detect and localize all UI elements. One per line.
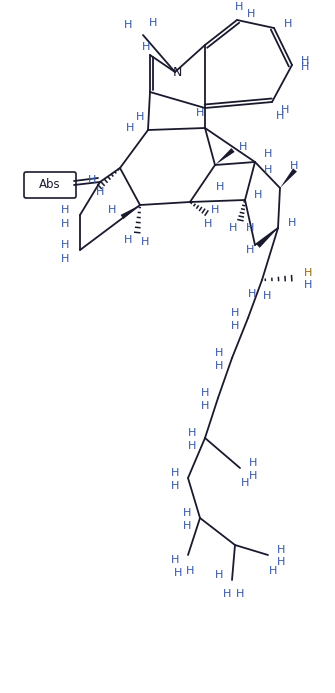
Text: H: H xyxy=(61,205,69,215)
Text: H: H xyxy=(61,254,69,264)
Text: H: H xyxy=(304,268,312,278)
Text: H: H xyxy=(188,441,196,451)
Text: H: H xyxy=(108,205,116,215)
Text: H: H xyxy=(236,589,244,599)
Text: H: H xyxy=(254,190,262,200)
Text: H: H xyxy=(281,105,289,115)
Text: H: H xyxy=(239,142,247,152)
Text: H: H xyxy=(204,219,212,229)
Text: H: H xyxy=(171,481,179,491)
Text: H: H xyxy=(264,149,272,159)
Polygon shape xyxy=(215,148,234,165)
Text: H: H xyxy=(229,223,237,233)
Text: H: H xyxy=(61,240,69,250)
Text: H: H xyxy=(216,182,224,192)
Text: H: H xyxy=(288,218,296,228)
Text: H: H xyxy=(215,348,223,358)
Text: H: H xyxy=(183,508,191,518)
Text: H: H xyxy=(201,388,209,398)
Text: H: H xyxy=(264,165,272,175)
Text: H: H xyxy=(136,112,144,122)
Text: H: H xyxy=(124,235,132,245)
FancyBboxPatch shape xyxy=(24,172,76,198)
Text: H: H xyxy=(301,62,309,72)
Text: H: H xyxy=(171,468,179,478)
Text: H: H xyxy=(174,568,182,578)
Text: H: H xyxy=(241,478,249,488)
Text: H: H xyxy=(246,223,254,233)
Polygon shape xyxy=(280,168,297,188)
Text: H: H xyxy=(141,237,149,247)
Text: H: H xyxy=(269,566,277,576)
Text: H: H xyxy=(249,471,257,481)
Text: H: H xyxy=(196,108,204,118)
Text: H: H xyxy=(235,2,243,12)
Text: H: H xyxy=(263,291,271,301)
Text: H: H xyxy=(277,557,285,567)
Polygon shape xyxy=(121,205,140,219)
Text: Abs: Abs xyxy=(39,179,61,191)
Text: H: H xyxy=(186,566,194,576)
Text: H: H xyxy=(276,111,284,121)
Text: H: H xyxy=(171,555,179,565)
Text: H: H xyxy=(126,123,134,133)
Text: H: H xyxy=(215,361,223,371)
Text: H: H xyxy=(247,9,255,19)
Text: H: H xyxy=(88,175,96,185)
Text: H: H xyxy=(246,245,254,255)
Text: H: H xyxy=(149,18,157,28)
Text: H: H xyxy=(61,219,69,229)
Text: H: H xyxy=(304,280,312,290)
Text: H: H xyxy=(223,589,231,599)
Text: H: H xyxy=(301,56,309,66)
Text: H: H xyxy=(201,401,209,411)
Text: H: H xyxy=(188,428,196,438)
Text: H: H xyxy=(249,458,257,468)
Text: H: H xyxy=(215,570,223,580)
Text: H: H xyxy=(96,187,104,197)
Text: H: H xyxy=(183,521,191,531)
Text: H: H xyxy=(277,545,285,555)
Text: H: H xyxy=(290,161,298,171)
Text: H: H xyxy=(211,205,219,215)
Text: H: H xyxy=(124,20,132,30)
Text: N: N xyxy=(172,67,182,80)
Text: H: H xyxy=(231,321,239,331)
Text: H: H xyxy=(231,308,239,318)
Polygon shape xyxy=(256,228,278,248)
Text: H: H xyxy=(248,289,256,299)
Text: H: H xyxy=(142,42,150,52)
Text: H: H xyxy=(284,19,292,29)
